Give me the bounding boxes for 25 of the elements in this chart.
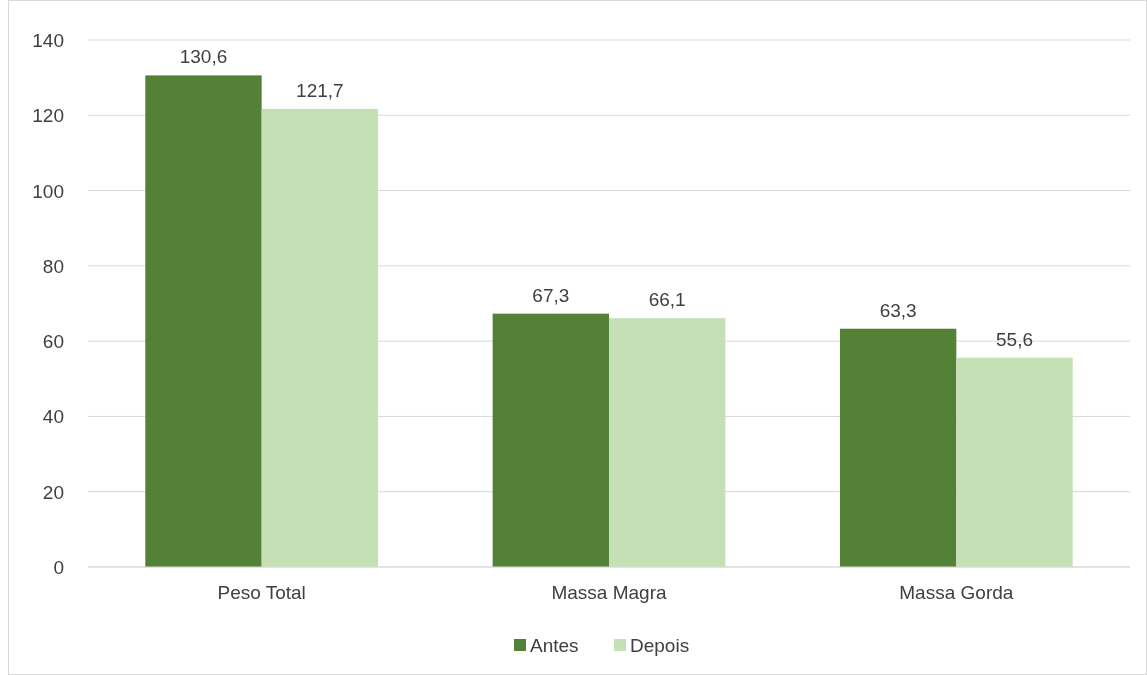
- y-tick-label: 20: [42, 481, 64, 503]
- x-tick-label: Massa Gorda: [899, 582, 1014, 603]
- y-tick-label: 40: [42, 406, 64, 428]
- data-label: 121,7: [296, 79, 344, 101]
- bar: [839, 328, 957, 567]
- data-label: 130,6: [179, 46, 228, 68]
- legend-label: Depois: [630, 635, 690, 656]
- data-label: 66,1: [648, 289, 686, 311]
- bar: [609, 318, 726, 567]
- data-label: 63,3: [879, 299, 917, 321]
- bar: [956, 357, 1073, 567]
- x-tick-label: Massa Magra: [551, 582, 667, 603]
- y-tick-label: 120: [32, 105, 64, 127]
- bar: [261, 108, 379, 567]
- y-tick-label: 60: [42, 331, 64, 353]
- legend-label: Antes: [530, 635, 579, 656]
- y-tick-label: 100: [32, 180, 64, 202]
- y-tick-label: 80: [42, 255, 64, 277]
- bar: [492, 313, 609, 567]
- data-label: 55,6: [996, 328, 1033, 350]
- data-label: 67,3: [532, 284, 570, 306]
- x-tick-label: Peso Total: [217, 582, 306, 603]
- y-tick-label: 140: [32, 30, 64, 51]
- bar: [145, 75, 262, 567]
- y-tick-label: 0: [53, 557, 64, 578]
